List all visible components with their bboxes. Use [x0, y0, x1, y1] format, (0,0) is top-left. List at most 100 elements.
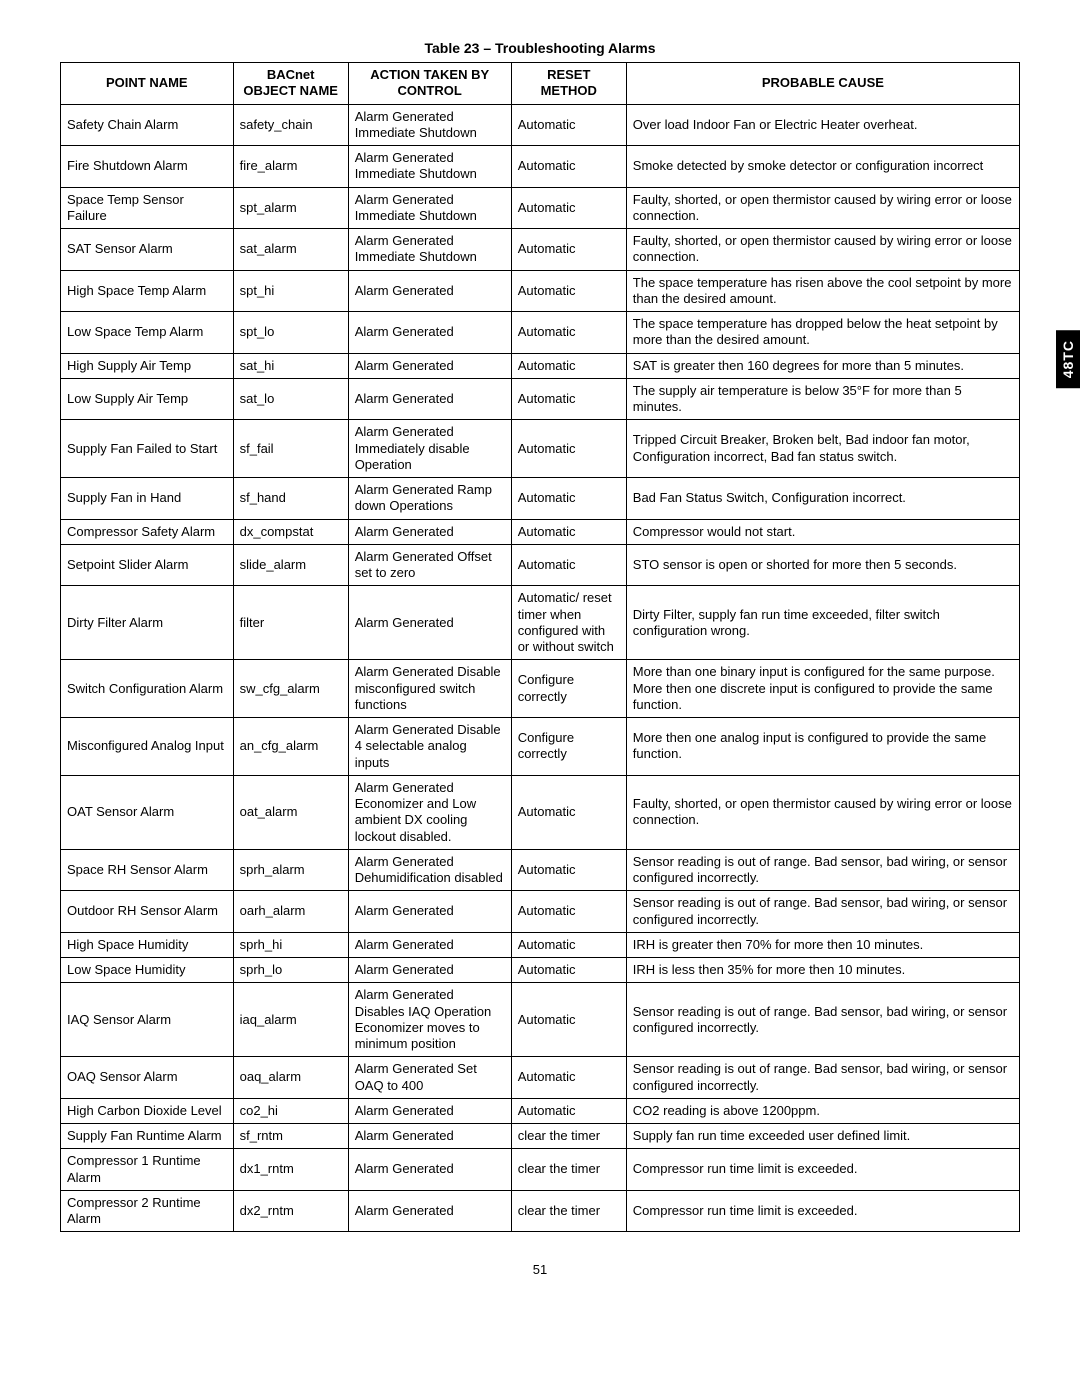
table-header-row: POINT NAME BACnet OBJECT NAME ACTION TAK… — [61, 63, 1020, 105]
cell-c5: The space temperature has dropped below … — [626, 312, 1019, 354]
cell-c4: Automatic — [511, 983, 626, 1057]
cell-c4: Automatic — [511, 958, 626, 983]
table-row: Outdoor RH Sensor Alarmoarh_alarmAlarm G… — [61, 891, 1020, 933]
cell-c4: Automatic — [511, 1057, 626, 1099]
cell-c1: Fire Shutdown Alarm — [61, 146, 234, 188]
cell-c4: Automatic — [511, 312, 626, 354]
cell-c2: spt_alarm — [233, 187, 348, 229]
cell-c3: Alarm Generated Immediate Shutdown — [348, 104, 511, 146]
header-cause: PROBABLE CAUSE — [626, 63, 1019, 105]
cell-c4: Automatic — [511, 378, 626, 420]
header-bacnet-name: BACnet OBJECT NAME — [233, 63, 348, 105]
cell-c2: spt_lo — [233, 312, 348, 354]
cell-c5: Sensor reading is out of range. Bad sens… — [626, 891, 1019, 933]
table-row: High Space Temp Alarmspt_hiAlarm Generat… — [61, 270, 1020, 312]
table-row: Misconfigured Analog Inputan_cfg_alarmAl… — [61, 718, 1020, 776]
cell-c1: Space Temp Sensor Failure — [61, 187, 234, 229]
cell-c3: Alarm Generated Disable 4 selectable ana… — [348, 718, 511, 776]
table-row: Space Temp Sensor Failurespt_alarmAlarm … — [61, 187, 1020, 229]
cell-c5: Smoke detected by smoke detector or conf… — [626, 146, 1019, 188]
cell-c5: Tripped Circuit Breaker, Broken belt, Ba… — [626, 420, 1019, 478]
cell-c4: Automatic — [511, 849, 626, 891]
cell-c2: dx1_rntm — [233, 1149, 348, 1191]
cell-c3: Alarm Generated — [348, 1098, 511, 1123]
cell-c2: dx2_rntm — [233, 1190, 348, 1232]
cell-c5: CO2 reading is above 1200ppm. — [626, 1098, 1019, 1123]
cell-c2: sprh_alarm — [233, 849, 348, 891]
table-row: High Supply Air Tempsat_hiAlarm Generate… — [61, 353, 1020, 378]
cell-c3: Alarm Generated — [348, 1124, 511, 1149]
cell-c1: Supply Fan Runtime Alarm — [61, 1124, 234, 1149]
cell-c1: Low Space Humidity — [61, 958, 234, 983]
table-row: OAQ Sensor Alarmoaq_alarmAlarm Generated… — [61, 1057, 1020, 1099]
cell-c2: sf_hand — [233, 478, 348, 520]
cell-c4: Automatic — [511, 420, 626, 478]
cell-c1: Space RH Sensor Alarm — [61, 849, 234, 891]
cell-c4: Automatic — [511, 270, 626, 312]
table-row: Compressor Safety Alarmdx_compstatAlarm … — [61, 519, 1020, 544]
cell-c4: Automatic/ reset timer when configured w… — [511, 586, 626, 660]
cell-c3: Alarm Generated Immediate Shutdown — [348, 229, 511, 271]
table-row: Safety Chain Alarmsafety_chainAlarm Gene… — [61, 104, 1020, 146]
cell-c3: Alarm Generated Immediately disable Oper… — [348, 420, 511, 478]
table-row: High Space Humiditysprh_hiAlarm Generate… — [61, 932, 1020, 957]
cell-c2: sat_alarm — [233, 229, 348, 271]
cell-c3: Alarm Generated — [348, 1190, 511, 1232]
cell-c2: sat_hi — [233, 353, 348, 378]
table-row: Setpoint Slider Alarmslide_alarmAlarm Ge… — [61, 544, 1020, 586]
table-row: Switch Configuration Alarmsw_cfg_alarmAl… — [61, 660, 1020, 718]
cell-c4: clear the timer — [511, 1149, 626, 1191]
cell-c4: Automatic — [511, 104, 626, 146]
table-row: OAT Sensor Alarmoat_alarmAlarm Generated… — [61, 775, 1020, 849]
cell-c1: IAQ Sensor Alarm — [61, 983, 234, 1057]
cell-c4: Automatic — [511, 187, 626, 229]
cell-c5: Faulty, shorted, or open thermistor caus… — [626, 229, 1019, 271]
table-row: Compressor 2 Runtime Alarmdx2_rntmAlarm … — [61, 1190, 1020, 1232]
cell-c1: OAQ Sensor Alarm — [61, 1057, 234, 1099]
cell-c3: Alarm Generated — [348, 378, 511, 420]
cell-c3: Alarm Generated Disables IAQ Operation E… — [348, 983, 511, 1057]
cell-c5: Sensor reading is out of range. Bad sens… — [626, 983, 1019, 1057]
cell-c3: Alarm Generated — [348, 519, 511, 544]
cell-c5: Compressor run time limit is exceeded. — [626, 1190, 1019, 1232]
cell-c3: Alarm Generated — [348, 270, 511, 312]
cell-c2: slide_alarm — [233, 544, 348, 586]
table-row: Low Space Temp Alarmspt_loAlarm Generate… — [61, 312, 1020, 354]
table-row: Supply Fan in Handsf_handAlarm Generated… — [61, 478, 1020, 520]
page-number: 51 — [60, 1262, 1020, 1277]
alarms-table: POINT NAME BACnet OBJECT NAME ACTION TAK… — [60, 62, 1020, 1232]
cell-c5: Compressor would not start. — [626, 519, 1019, 544]
table-row: High Carbon Dioxide Levelco2_hiAlarm Gen… — [61, 1098, 1020, 1123]
cell-c5: Sensor reading is out of range. Bad sens… — [626, 849, 1019, 891]
cell-c2: oaq_alarm — [233, 1057, 348, 1099]
table-title: Table 23 – Troubleshooting Alarms — [60, 40, 1020, 56]
table-row: SAT Sensor Alarmsat_alarmAlarm Generated… — [61, 229, 1020, 271]
table-row: Space RH Sensor Alarmsprh_alarmAlarm Gen… — [61, 849, 1020, 891]
cell-c3: Alarm Generated Ramp down Operations — [348, 478, 511, 520]
cell-c3: Alarm Generated Offset set to zero — [348, 544, 511, 586]
cell-c3: Alarm Generated — [348, 312, 511, 354]
cell-c5: IRH is greater then 70% for more then 10… — [626, 932, 1019, 957]
cell-c1: Setpoint Slider Alarm — [61, 544, 234, 586]
cell-c2: sf_rntm — [233, 1124, 348, 1149]
cell-c3: Alarm Generated — [348, 891, 511, 933]
table-row: IAQ Sensor Alarmiaq_alarmAlarm Generated… — [61, 983, 1020, 1057]
table-row: Fire Shutdown Alarmfire_alarmAlarm Gener… — [61, 146, 1020, 188]
cell-c2: dx_compstat — [233, 519, 348, 544]
cell-c4: Automatic — [511, 891, 626, 933]
cell-c2: safety_chain — [233, 104, 348, 146]
cell-c4: Automatic — [511, 146, 626, 188]
cell-c5: SAT is greater then 160 degrees for more… — [626, 353, 1019, 378]
cell-c2: sprh_lo — [233, 958, 348, 983]
cell-c4: Automatic — [511, 775, 626, 849]
table-row: Dirty Filter AlarmfilterAlarm GeneratedA… — [61, 586, 1020, 660]
cell-c2: iaq_alarm — [233, 983, 348, 1057]
cell-c3: Alarm Generated Immediate Shutdown — [348, 146, 511, 188]
cell-c1: Compressor Safety Alarm — [61, 519, 234, 544]
cell-c2: sprh_hi — [233, 932, 348, 957]
cell-c2: fire_alarm — [233, 146, 348, 188]
cell-c5: STO sensor is open or shorted for more t… — [626, 544, 1019, 586]
cell-c5: More than one binary input is configured… — [626, 660, 1019, 718]
cell-c1: Supply Fan in Hand — [61, 478, 234, 520]
table-row: Low Supply Air Tempsat_loAlarm Generated… — [61, 378, 1020, 420]
